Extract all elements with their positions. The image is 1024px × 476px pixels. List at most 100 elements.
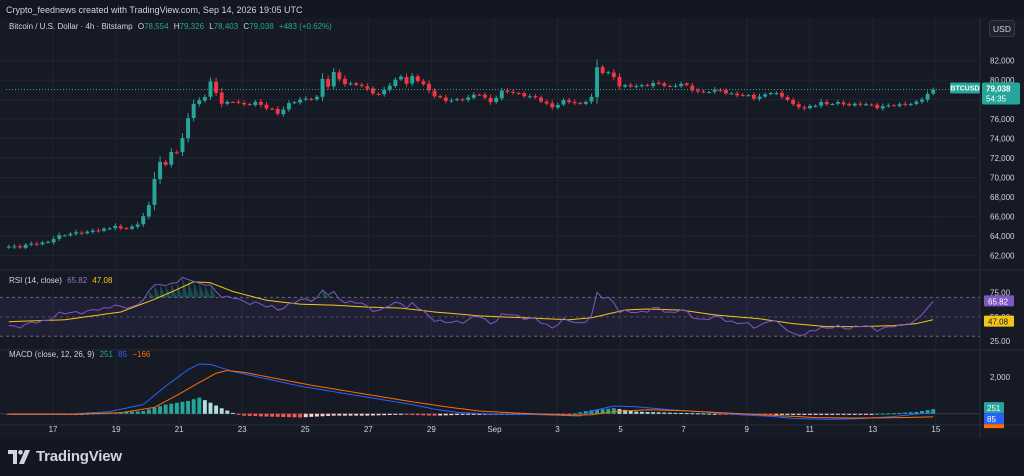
macd-histogram-bar [723,413,728,415]
candle-body [387,85,392,90]
macd-panel [0,363,980,420]
candle-body [600,67,605,73]
macd-histogram-bar [135,411,140,414]
macd-histogram-bar [925,410,930,414]
candle-body [102,228,107,231]
x-tick-label: 19 [112,425,121,434]
macd-histogram-bar [331,413,336,416]
x-tick-label: 9 [744,425,749,434]
candle-body [729,93,734,95]
macd-histogram-bar [443,413,448,416]
candle-body [634,86,639,88]
candle-body [314,96,319,100]
chart-area[interactable]: 17 19 21 23 25 27 29 Sep 3 5 7 9 11 13 15 62,000 64,000 6… [0,18,1024,438]
macd-histogram-bar [359,413,364,416]
macd-histogram-bar [410,413,415,416]
signal-legend-value: −166 [132,350,151,359]
macd-histogram-bar [589,410,594,414]
price-tag-bg [982,82,1020,105]
signal-tag-bg [984,424,1004,429]
low-label: L [209,22,214,31]
change-value: +483 (+0.62%) [279,22,332,31]
candle-body [539,97,543,102]
candle-body [791,99,796,105]
candle-body [169,151,174,165]
candle-body [858,103,863,105]
candle-body [320,78,325,97]
candle-body [662,83,667,86]
macd-histogram-bar [931,409,936,414]
rsi-overbought-area [148,277,609,298]
macd-histogram-bar [202,400,207,414]
macd-histogram-bar [191,399,196,414]
candle-body [34,243,39,245]
macd-histogram-bar [365,413,370,416]
macd-histogram-bar [796,413,801,415]
candle-body [264,104,269,109]
macd-histogram-bar [712,413,717,415]
macd-histogram-bar [141,411,146,414]
candle-body [146,205,151,217]
tradingview-logo-icon [8,449,30,464]
macd-histogram-bar [763,413,768,415]
rsi-value-tag: 65.82 [988,297,1009,306]
macd-histogram-bar [242,413,247,416]
candle-body [432,90,437,97]
x-tick-label: 11 [806,425,815,434]
tradingview-wordmark: TradingView [36,448,122,465]
candle-body [303,98,308,100]
candle-body [158,161,163,180]
x-tick-label: 5 [618,425,623,434]
macd-histogram-bar [253,413,258,417]
candle-body [606,72,611,74]
rsi-tick-label: 25.00 [990,337,1011,346]
x-tick-label: 21 [175,425,184,434]
candle-body [393,79,398,86]
candle-body [679,83,684,87]
candle-body [589,96,594,102]
candle-body [550,103,555,108]
macd-histogram-bar [214,405,219,414]
macd-histogram-bar [701,413,706,415]
currency-button[interactable]: USD [989,20,1015,37]
x-tick-label: 23 [238,425,247,434]
symbol-tag-bg [950,82,980,94]
candle-body [152,178,157,205]
candle-body [785,96,790,100]
macd-histogram-bar [466,413,471,415]
macd-value-tag: 85 [987,415,996,424]
candle-body [656,82,661,84]
candle-body [275,108,280,114]
macd-histogram-bar [852,413,857,415]
macd-hist-legend-value: 251 [100,350,114,359]
candle-body [23,244,28,248]
candle-body [219,92,224,104]
candle-body [113,225,118,229]
macd-histogram-bar [286,413,291,418]
rsi-tick-label: 75.00 [990,288,1011,297]
macd-histogram-bar [326,413,331,416]
candle-body [511,91,515,93]
candle-body [583,101,588,104]
macd-histogram-bar [415,413,420,416]
macd-histogram-bar [258,413,263,417]
symbol-name: Bitcoin / U.S. Dollar · 4h · Bitstamp [9,22,133,31]
candle-body [57,235,62,239]
tradingview-logo[interactable]: TradingView [8,448,122,465]
macd-histogram-bar [158,406,163,414]
candle-body [214,81,219,93]
macd-histogram-bar [342,413,347,416]
candle-body [460,99,465,101]
macd-histogram-bar [460,413,465,415]
candle-body [712,89,717,92]
candle-body [62,235,67,237]
candle-body [85,231,90,234]
macd-histogram-bar [455,413,459,416]
macd-histogram-bar [690,413,695,415]
macd-histogram-bar [858,413,863,415]
chart-svg[interactable]: 17 19 21 23 25 27 29 Sep 3 5 7 9 11 13 15 62,000 64,000 6… [0,18,1024,438]
rsi-ma-legend-value: 47.08 [92,276,113,285]
candle-body [623,85,628,87]
candle-body [202,97,207,101]
